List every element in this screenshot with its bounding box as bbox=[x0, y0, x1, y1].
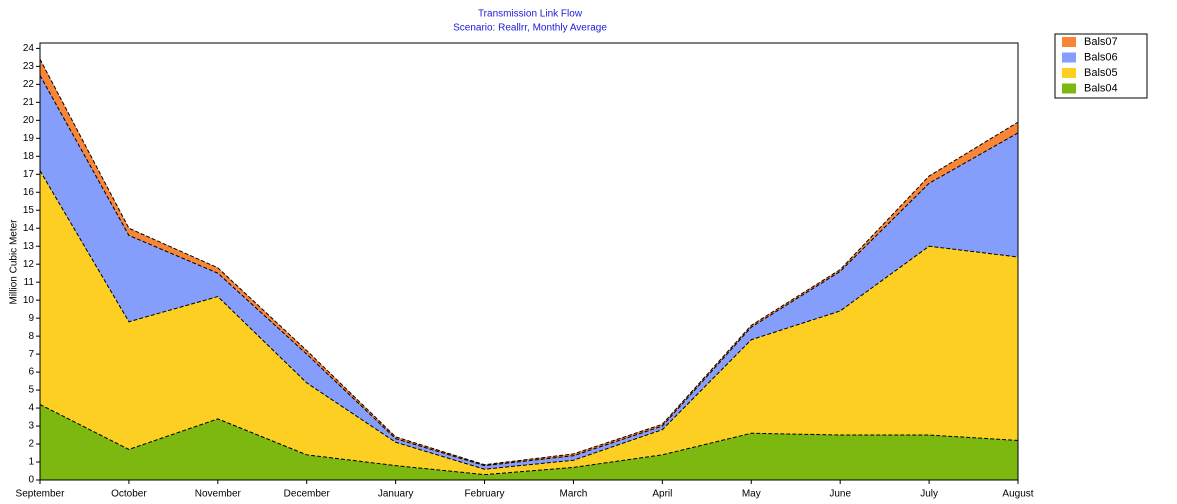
x-tick-label: February bbox=[465, 489, 505, 500]
legend-label: Bals06 bbox=[1084, 51, 1118, 63]
x-tick-label: April bbox=[652, 489, 672, 500]
x-tick-label: October bbox=[111, 489, 147, 500]
y-tick-label: 10 bbox=[23, 295, 35, 306]
legend-swatch bbox=[1062, 37, 1076, 47]
y-tick-label: 1 bbox=[28, 457, 34, 468]
legend-label: Bals07 bbox=[1084, 36, 1118, 48]
y-tick-label: 16 bbox=[23, 187, 35, 198]
y-tick-label: 12 bbox=[23, 259, 35, 270]
y-tick-label: 9 bbox=[28, 313, 34, 324]
y-tick-label: 11 bbox=[24, 277, 35, 288]
x-tick-label: June bbox=[829, 489, 851, 500]
area-edge bbox=[39, 170, 1019, 470]
legend-label: Bals04 bbox=[1084, 82, 1118, 94]
y-tick-label: 20 bbox=[23, 115, 35, 126]
area bbox=[40, 404, 1018, 480]
x-tick-label: December bbox=[284, 489, 331, 500]
area-edge bbox=[39, 58, 1019, 466]
y-tick-label: 14 bbox=[23, 223, 35, 234]
x-tick-label: March bbox=[560, 489, 588, 500]
chart-subtitle: Scenario: Reallrr, Monthly Average bbox=[453, 23, 607, 34]
y-tick-label: 8 bbox=[28, 331, 34, 342]
y-tick-label: 7 bbox=[28, 349, 34, 360]
chart-title: Transmission Link Flow bbox=[478, 9, 583, 20]
y-tick-label: 0 bbox=[28, 475, 34, 486]
y-tick-label: 15 bbox=[23, 205, 35, 216]
area-edge bbox=[39, 75, 1019, 467]
y-tick-label: 13 bbox=[23, 241, 35, 252]
y-tick-label: 2 bbox=[28, 439, 34, 450]
area bbox=[40, 170, 1018, 475]
area-edge bbox=[39, 404, 1019, 476]
y-tick-label: 17 bbox=[23, 169, 35, 180]
plot-frame bbox=[39, 42, 1019, 481]
y-tick-label: 24 bbox=[23, 43, 35, 54]
y-tick-label: 4 bbox=[28, 403, 34, 414]
y-tick-label: 18 bbox=[23, 151, 35, 162]
x-tick-label: May bbox=[742, 489, 761, 500]
x-tick-label: July bbox=[920, 489, 938, 500]
y-tick-label: 6 bbox=[28, 367, 34, 378]
y-tick-label: 21 bbox=[23, 97, 35, 108]
x-tick-label: November bbox=[195, 489, 242, 500]
y-tick-label: 23 bbox=[23, 61, 35, 72]
y-tick-label: 19 bbox=[23, 133, 35, 144]
y-tick-label: 22 bbox=[23, 79, 35, 90]
x-tick-label: September bbox=[16, 489, 66, 500]
legend-swatch bbox=[1062, 83, 1076, 94]
y-tick-label: 5 bbox=[28, 385, 34, 396]
y-tick-label: 3 bbox=[28, 421, 34, 432]
legend-swatch bbox=[1062, 68, 1076, 78]
y-axis-label: Million Cubic Meter bbox=[9, 219, 20, 305]
legend-label: Bals05 bbox=[1084, 67, 1118, 79]
x-tick-label: August bbox=[1002, 489, 1033, 500]
legend-swatch bbox=[1062, 52, 1076, 63]
x-tick-label: January bbox=[378, 489, 414, 500]
